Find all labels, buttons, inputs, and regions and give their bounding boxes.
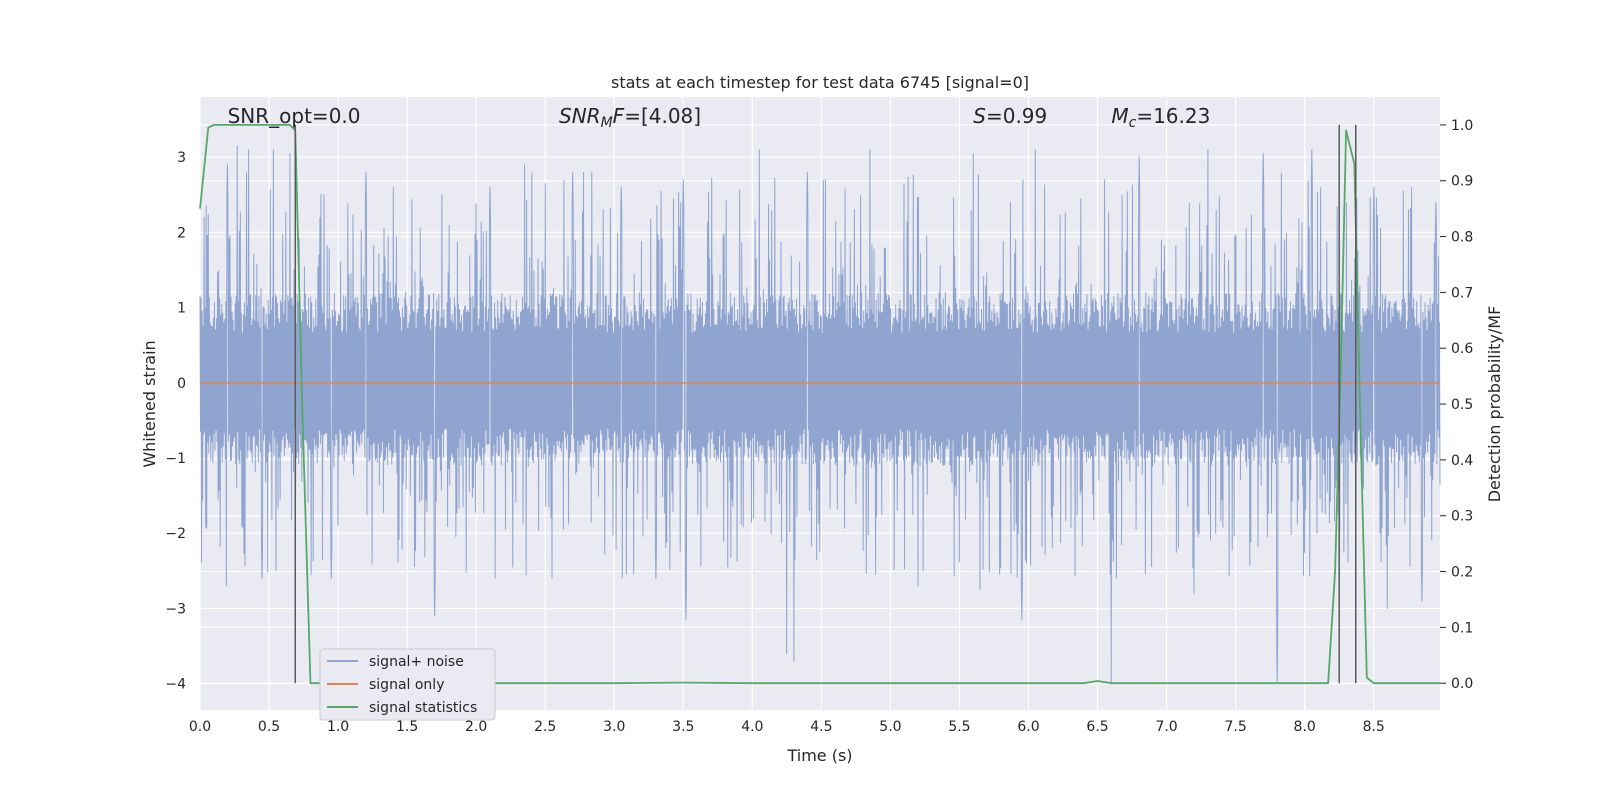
x-tick-label: 1.5 [396,719,418,735]
series-signal-statistics [199,124,1440,685]
y-tick-label: 1 [177,301,186,317]
y2-tick-label: 0.5 [1451,397,1473,413]
y2-axis-title: Detection probability/MF [1485,306,1504,503]
annotations-layer: SNR_opt=0.0 SNRMF=[4.08] S=0.99 Mc=16.23 [228,104,1211,131]
x-tick-label: 7.0 [1155,719,1177,735]
vertical-lines-layer [294,124,1357,684]
annotation-s: S=0.99 [973,104,1047,128]
legend-label-signal-noise: signal+ noise [369,654,464,670]
y2-tick-label: 0.7 [1451,285,1473,301]
x-tick-label: 1.0 [327,719,349,735]
y-tick-label: −4 [165,677,186,693]
y2-tick-label: 0.1 [1451,620,1473,636]
x-tick-label: 6.0 [1017,719,1039,735]
y-tick-label: 3 [177,150,186,166]
annotation-mc: Mc=16.23 [1111,104,1210,131]
tick-layer: 0.0 0.5 1.0 1.5 2.0 2.5 3.0 3.5 4.0 4.5 5.0 5.5 6.0 6… [165,118,1473,735]
x-tick-label: 8.0 [1294,719,1316,735]
y-tick-label: 2 [177,225,186,241]
x-tick-label: 5.5 [948,719,970,735]
x-tick-label: 6.5 [1086,719,1108,735]
series-signal-noise [199,145,1441,685]
legend: signal+ noise signal only signal statist… [319,648,496,721]
x-tick-label: 2.0 [465,719,487,735]
x-tick-label: 7.5 [1225,719,1247,735]
x-tick-label: 0.5 [258,719,280,735]
annotation-snr-mf: SNRMF=[4.08] [559,104,701,131]
legend-box [319,648,496,721]
y2-tick-label: 0.4 [1451,453,1473,469]
x-tick-label: 3.5 [672,719,694,735]
y2-tick-label: 0.8 [1451,230,1473,246]
x-axis-title: Time (s) [786,746,852,765]
x-tick-label: 2.5 [534,719,556,735]
y-tick-label: −1 [165,451,186,467]
y2-tick-label: 0.9 [1451,174,1473,190]
y2-tick-label: 0.6 [1451,341,1473,357]
annotation-snr-opt: SNR_opt=0.0 [228,104,361,128]
legend-label-signal-statistics: signal statistics [369,700,477,716]
x-tick-label: 3.0 [603,719,625,735]
series-layer [199,124,1441,685]
y2-tick-label: 0.0 [1451,676,1473,692]
x-tick-label: 0.0 [189,719,211,735]
x-tick-label: 5.0 [879,719,901,735]
x-tick-label: 8.5 [1363,719,1385,735]
y2-tick-label: 0.3 [1451,509,1473,525]
y-tick-label: 0 [177,376,186,392]
x-tick-label: 4.5 [810,719,832,735]
y2-tick-label: 0.2 [1451,565,1473,581]
legend-label-signal-only: signal only [369,677,444,693]
x-tick-label: 4.0 [741,719,763,735]
y-tick-label: −3 [165,601,186,617]
y-axis-title: Whitened strain [140,340,159,467]
y-tick-label: −2 [165,526,186,542]
y2-tick-label: 1.0 [1451,118,1473,134]
chart-title: stats at each timestep for test data 674… [611,73,1029,92]
